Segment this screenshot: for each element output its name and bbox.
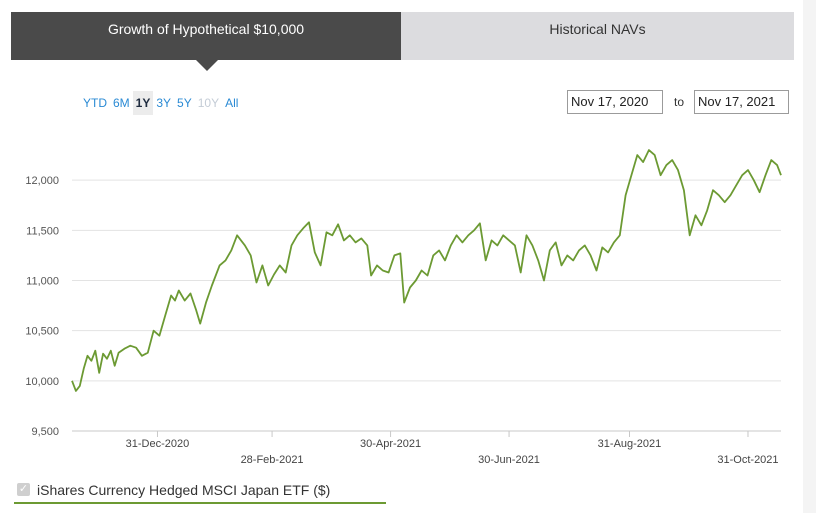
time-range-selector: YTD 6M 1Y 3Y 5Y 10Y All xyxy=(80,91,241,115)
y-tick-label: 10,000 xyxy=(25,376,59,388)
range-1y-button[interactable]: 1Y xyxy=(132,91,154,115)
range-ytd-button[interactable]: YTD xyxy=(83,96,107,110)
end-date-input[interactable]: Nov 17, 2021 xyxy=(694,90,789,114)
active-tab-pointer xyxy=(196,60,218,71)
y-tick-label: 11,500 xyxy=(26,225,59,237)
range-10y-button: 10Y xyxy=(197,96,220,110)
range-6m-button[interactable]: 6M xyxy=(113,96,130,110)
growth-line-chart: 9,500 10,000 10,500 11,000 11,500 12,000 31-D… xyxy=(25,149,782,466)
x-axis-ticks: 31-Dec-2020 28-Feb-2021 30-Apr-2021 30-Jun-… xyxy=(126,431,779,466)
range-3y-button[interactable]: 3Y xyxy=(156,96,172,110)
tab-historical-navs-label: Historical NAVs xyxy=(549,21,646,37)
chart-legend[interactable]: ✓ iShares Currency Hedged MSCI Japan ETF… xyxy=(14,478,386,504)
date-range-to-label: to xyxy=(674,95,685,109)
y-tick-label: 12,000 xyxy=(25,175,59,187)
tab-growth-10000-label: Growth of Hypothetical $10,000 xyxy=(107,21,305,37)
tab-growth-10000[interactable]: Growth of Hypothetical $10,000 xyxy=(11,12,401,60)
x-tick-label: 31-Dec-2020 xyxy=(126,438,190,450)
y-tick-label: 10,500 xyxy=(25,326,59,338)
y-axis-ticks: 9,500 10,000 10,500 11,000 11,500 12,000 xyxy=(25,175,59,438)
range-all-button[interactable]: All xyxy=(225,96,239,110)
x-tick-label: 31-Oct-2021 xyxy=(717,454,778,466)
x-tick-label: 28-Feb-2021 xyxy=(241,454,304,466)
tab-historical-navs[interactable]: Historical NAVs xyxy=(401,12,794,60)
legend-series-underline xyxy=(14,502,386,504)
series-line xyxy=(71,149,782,392)
range-5y-button[interactable]: 5Y xyxy=(177,96,192,110)
chart-grid xyxy=(72,179,781,432)
y-tick-label: 11,000 xyxy=(26,276,59,288)
start-date-input[interactable]: Nov 17, 2020 xyxy=(567,90,663,114)
legend-label: iShares Currency Hedged MSCI Japan ETF (… xyxy=(37,482,331,498)
chart-series xyxy=(71,149,782,392)
x-tick-label: 30-Apr-2021 xyxy=(360,438,421,450)
page-scrollbar[interactable] xyxy=(803,0,816,513)
y-tick-label: 9,500 xyxy=(31,426,59,438)
legend-checkbox-check-icon[interactable]: ✓ xyxy=(17,483,30,496)
x-tick-label: 30-Jun-2021 xyxy=(478,454,540,466)
x-tick-label: 31-Aug-2021 xyxy=(598,438,662,450)
chart-tabs: Growth of Hypothetical $10,000 Historica… xyxy=(11,12,794,71)
